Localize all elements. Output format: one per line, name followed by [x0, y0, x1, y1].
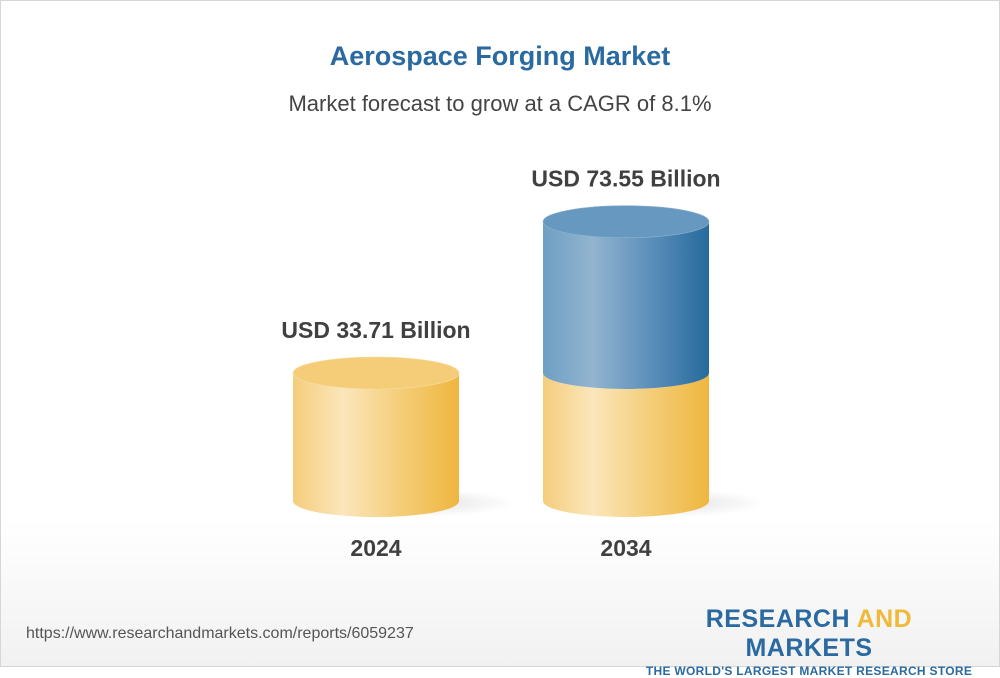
cylinder-top	[292, 356, 460, 390]
cylinder-base-segment	[543, 373, 709, 517]
cylinder-top	[542, 205, 710, 239]
research-and-markets-logo: RESEARCH AND MARKETS THE WORLD'S LARGEST…	[645, 605, 973, 678]
cylinder-growth-segment	[543, 221, 709, 389]
data-label: USD 73.55 Billion	[531, 166, 720, 192]
cylinder-chart: USD 33.71 Billion 2024 USD 73.55 Billion 20…	[281, 166, 766, 561]
category-label: 2034	[600, 535, 651, 561]
chart-title: Aerospace Forging Market	[329, 41, 671, 71]
chart-subtitle: Market forecast to grow at a CAGR of 8.1…	[288, 91, 712, 116]
category-label: 2024	[350, 535, 401, 561]
report-url[interactable]: https://www.researchandmarkets.com/repor…	[26, 625, 414, 642]
cylinder-base-segment	[293, 373, 459, 517]
data-label: USD 33.71 Billion	[281, 317, 470, 343]
